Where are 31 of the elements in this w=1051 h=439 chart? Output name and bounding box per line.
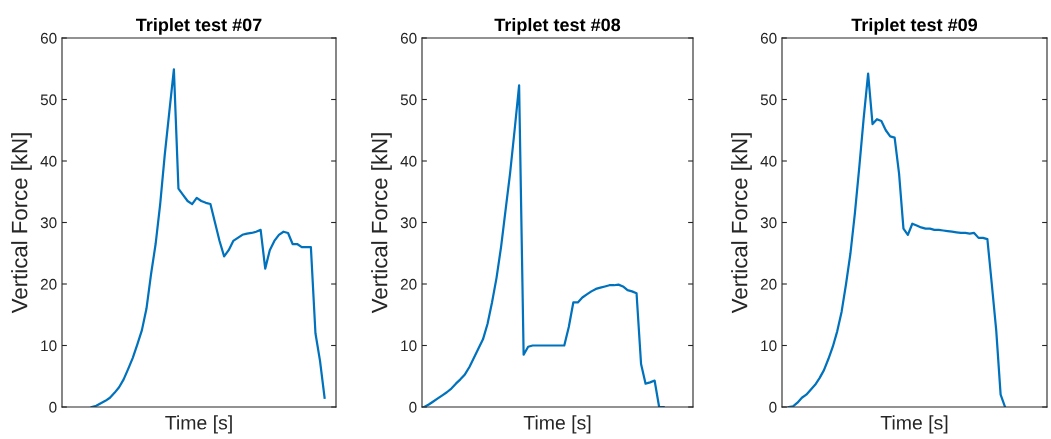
y-tick-label: 20 bbox=[400, 278, 417, 290]
y-tick-label: 0 bbox=[49, 401, 57, 413]
y-tick-label: 60 bbox=[40, 32, 57, 44]
chart-title: Triplet test #07 bbox=[135, 17, 262, 35]
y-tick-label: 20 bbox=[40, 278, 57, 290]
y-tick-label: 40 bbox=[40, 155, 57, 167]
y-tick-label: 50 bbox=[400, 94, 417, 106]
y-tick-label: 50 bbox=[40, 94, 57, 106]
x-axis-title: Time [s] bbox=[523, 415, 591, 434]
y-tick-label: 10 bbox=[401, 340, 417, 352]
y-tick-label: 10 bbox=[761, 340, 777, 352]
line-series bbox=[90, 68, 326, 407]
x-axis-title: Time [s] bbox=[165, 415, 232, 434]
y-tick-label: 60 bbox=[760, 32, 777, 44]
y-tick-label: 30 bbox=[760, 217, 777, 229]
y-tick-label: 10 bbox=[41, 340, 57, 352]
y-tick-label: 30 bbox=[40, 217, 57, 229]
y-tick-label: 0 bbox=[769, 401, 777, 413]
y-axis-title: Vertical Force [kN] bbox=[731, 133, 752, 314]
y-tick-label: 30 bbox=[400, 217, 417, 229]
x-axis-title: Time [s] bbox=[880, 415, 948, 434]
y-axis-title: Vertical Force [kN] bbox=[371, 133, 392, 314]
y-tick-label: 20 bbox=[760, 278, 777, 290]
chart-title: Triplet test #08 bbox=[494, 17, 621, 35]
y-tick-label: 60 bbox=[400, 32, 417, 44]
y-tick-label: 40 bbox=[760, 155, 777, 167]
chart-title: Triplet test #09 bbox=[851, 17, 978, 35]
y-tick-label: 40 bbox=[400, 155, 417, 167]
y-tick-label: 50 bbox=[760, 94, 777, 106]
y-tick-label: 0 bbox=[409, 401, 417, 413]
y-axis-title: Vertical Force [kN] bbox=[11, 133, 32, 314]
